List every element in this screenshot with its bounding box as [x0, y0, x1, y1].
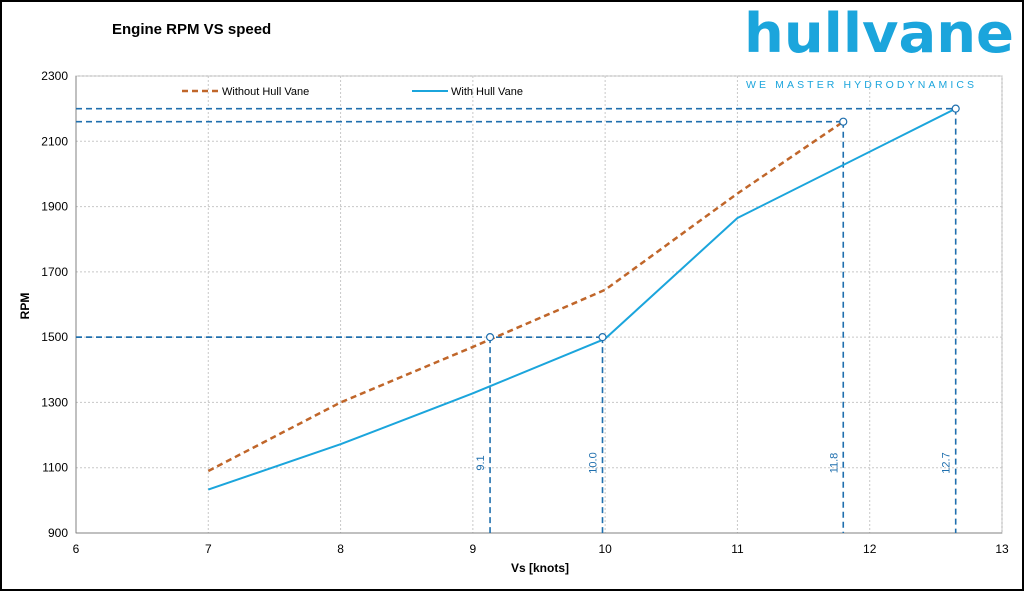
reference-marker: [839, 117, 848, 126]
y-axis-label: RPM: [18, 293, 32, 320]
x-tick-label: 13: [995, 542, 1009, 556]
chart-title: Engine RPM VS speed: [112, 21, 271, 38]
y-tick-label: 1900: [41, 200, 68, 214]
x-tick-label: 11: [731, 542, 744, 556]
series-line-with-hull-vane: [207, 107, 957, 491]
reference-lines: [76, 107, 957, 533]
plot-grid: [75, 75, 1003, 534]
x-tick-label: 7: [205, 542, 212, 556]
y-tick-label: 1100: [42, 461, 68, 475]
plot-area: [75, 75, 1003, 534]
reference-marker: [485, 333, 495, 342]
brand-tagline: WE MASTER HYDRODYNAMICS: [746, 79, 977, 91]
legend-label-with-hull-vane: With Hull Vane: [451, 86, 523, 98]
x-tick-labels: 6 7 8 9 10 11 12 13: [73, 542, 1009, 556]
reference-markers: [485, 104, 960, 342]
y-tick-label: 1300: [41, 395, 68, 409]
legend: Without Hull Vane With Hull Vane: [182, 86, 523, 98]
y-tick-label: 1700: [41, 265, 68, 279]
x-tick-label: 12: [863, 542, 877, 556]
reference-label: 10.0: [587, 452, 599, 473]
series-line-without-hull-vane: [207, 120, 844, 473]
y-tick-label: 2100: [41, 134, 68, 148]
x-tick-label: 10: [598, 542, 612, 556]
reference-marker: [951, 104, 960, 113]
reference-marker: [598, 333, 607, 342]
y-tick-label: 2300: [41, 69, 68, 83]
brand-wordmark: hullvane: [744, 2, 1014, 65]
series-lines: [207, 107, 957, 491]
legend-label-without-hull-vane: Without Hull Vane: [222, 86, 309, 98]
x-axis-label: Vs [knots]: [511, 561, 569, 575]
reference-label: 9.1: [475, 455, 487, 470]
y-tick-label: 900: [48, 526, 68, 540]
y-tick-label: 1500: [41, 330, 68, 344]
reference-label: 11.8: [828, 453, 840, 474]
reference-label: 12.7: [941, 452, 953, 473]
reference-labels: 9.1 10.0 11.8 12.7: [475, 452, 953, 473]
x-tick-label: 8: [337, 542, 344, 556]
x-tick-label: 9: [470, 542, 477, 556]
brand-logo: hullvane WE MASTER HYDRODYNAMICS: [744, 2, 1014, 91]
y-tick-labels: 900 1100 1300 1500 1700 1900 2100 2300: [41, 69, 68, 540]
x-tick-label: 6: [73, 542, 80, 556]
